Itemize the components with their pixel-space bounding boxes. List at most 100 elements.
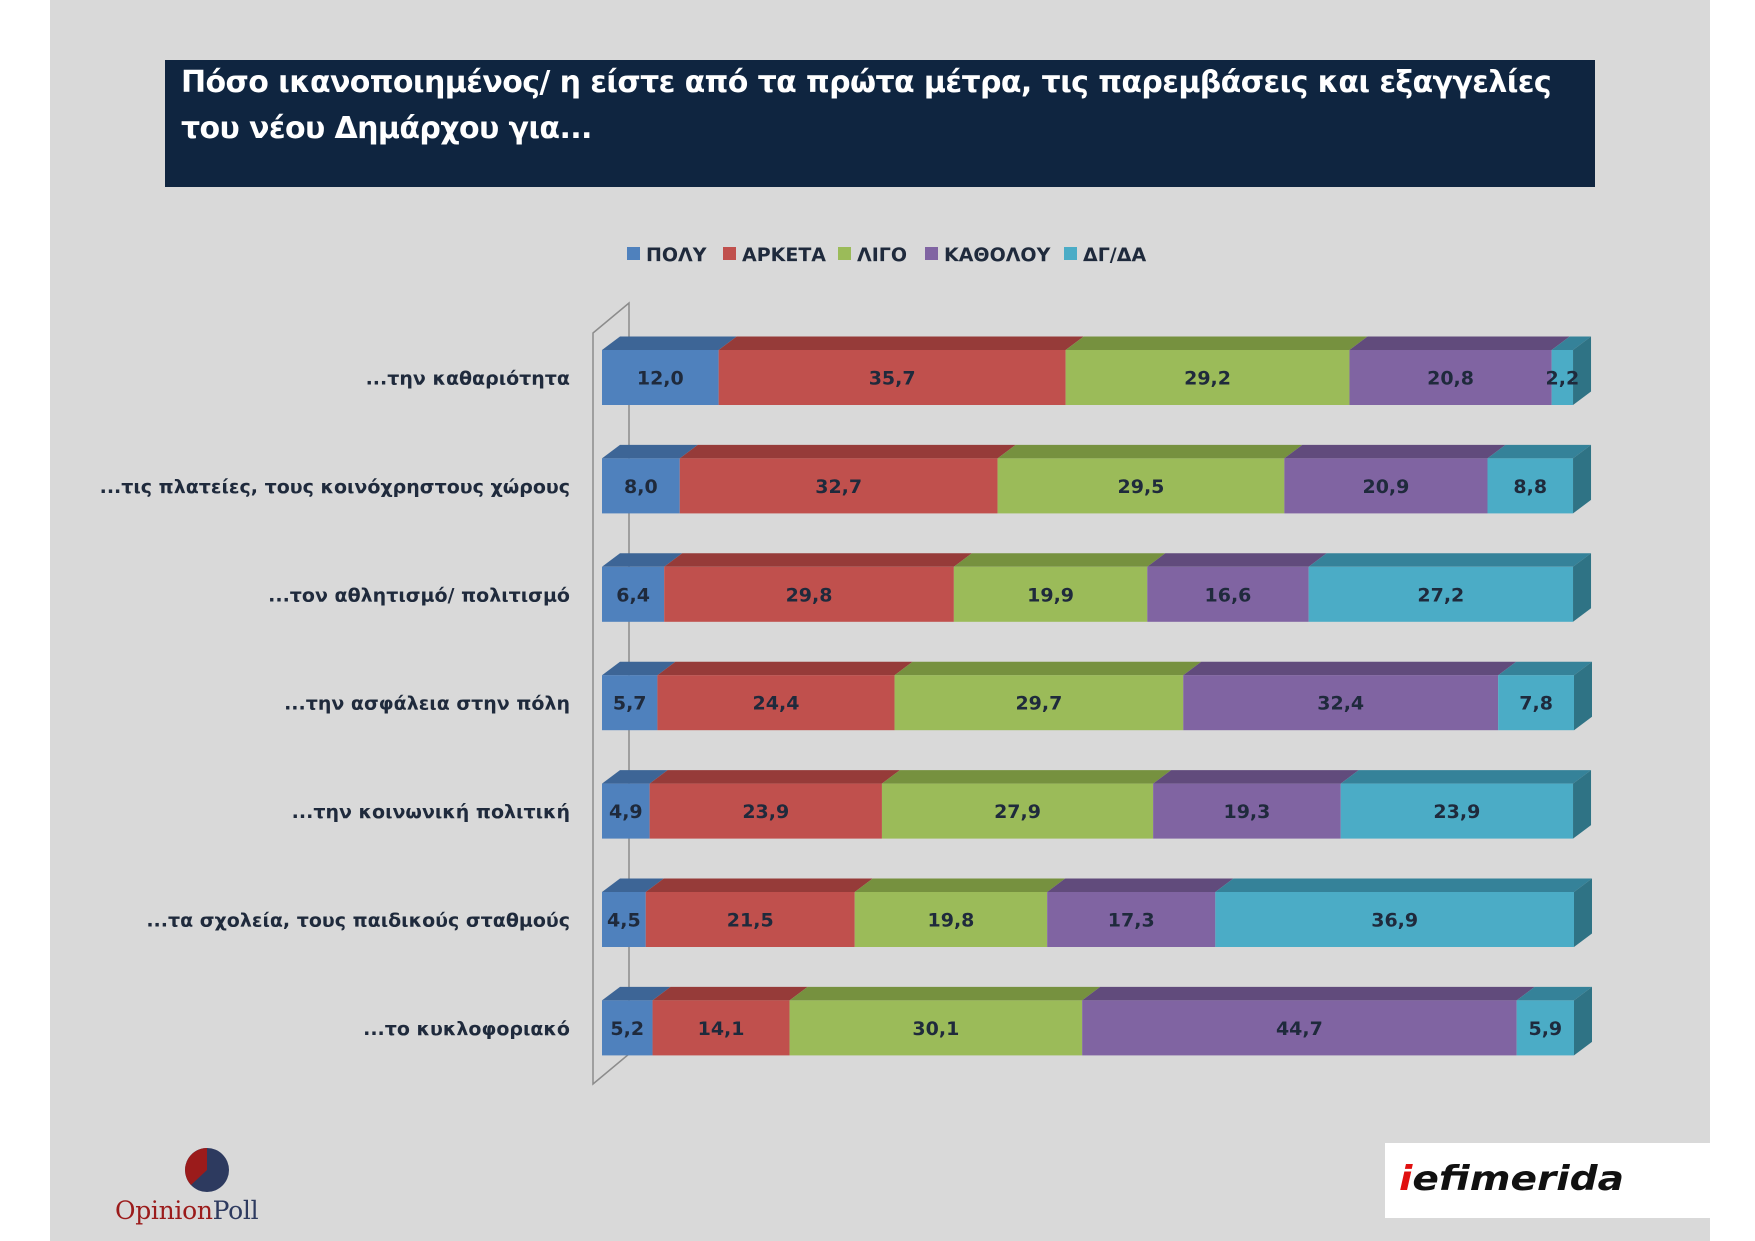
bar-top-7-4: [1082, 986, 1535, 1001]
value-label-3-5: 27,2: [1417, 584, 1464, 606]
bar-segment-7-4: [1082, 1000, 1517, 1056]
bar-top-1-4: [1349, 336, 1570, 350]
bar-top-4-4: [1183, 661, 1517, 676]
value-label-7-4: 44,7: [1276, 1018, 1323, 1040]
bar-segment-7-2: [652, 1000, 790, 1056]
bar-segment-5-4: [1153, 783, 1341, 839]
bar-top-4-5: [1498, 661, 1592, 676]
bar-top-1-3: [1065, 336, 1368, 350]
category-label-6: ...τα σχολεία, τους παιδικούς σταθμούς: [146, 910, 570, 932]
value-label-6-5: 36,9: [1371, 910, 1418, 932]
bar-top-4-3: [894, 661, 1202, 676]
value-label-3-1: 6,4: [616, 584, 650, 606]
bar-segment-2-3: [997, 458, 1285, 514]
bar-segment-6-1: [602, 892, 646, 947]
value-label-5-2: 23,9: [742, 801, 789, 823]
value-label-3-3: 19,9: [1027, 584, 1074, 606]
value-labels: 12,0 35,7 29,2 20,8 2,2 8,0 32,7 29,5 20,9 8,8 6,4…: [607, 368, 1579, 1040]
category-label-7: ...το κυκλοφοριακό: [363, 1018, 570, 1040]
bar-top-2-3: [997, 444, 1303, 459]
legend-swatch-3: [838, 247, 851, 260]
value-label-2-5: 8,8: [1513, 476, 1547, 498]
bar-side-3: [1573, 553, 1592, 622]
bar-top-7-1: [602, 986, 671, 1001]
category-label-1: ...την καθαριότητα: [366, 368, 570, 390]
bar-top-3-5: [1308, 553, 1592, 567]
value-label-5-3: 27,9: [994, 801, 1041, 823]
bar-top-6-5: [1215, 878, 1592, 892]
value-label-4-3: 29,7: [1015, 693, 1062, 715]
legend-label-2: ΑΡΚΕΤΑ: [742, 244, 826, 266]
opinionpoll-logo-mark: [180, 1145, 230, 1195]
bar-segment-4-2: [657, 675, 895, 731]
legend-swatch-4: [925, 247, 938, 260]
bar-side-2: [1573, 444, 1592, 514]
logo-word-efimerida: efimerida: [1412, 1159, 1625, 1199]
bar-segment-3-1: [602, 566, 665, 622]
bar-segment-1-5: [1551, 350, 1574, 405]
bar-segment-1-3: [1065, 350, 1350, 405]
logo-letter-i: i: [1399, 1159, 1413, 1199]
legend-swatch-2: [723, 247, 736, 260]
bar-segment-7-3: [789, 1000, 1083, 1056]
category-label-4: ...την ασφάλεια στην πόλη: [284, 693, 570, 715]
logo-word-poll: Poll: [212, 1196, 259, 1225]
value-label-2-3: 29,5: [1118, 476, 1165, 498]
bar-segment-6-3: [854, 892, 1048, 947]
bar-segment-3-4: [1147, 566, 1309, 622]
bar-top-6-1: [602, 878, 664, 892]
category-label-2: ...τις πλατείες, τους κοινόχρηστους χώρο…: [100, 476, 570, 498]
value-label-2-1: 8,0: [624, 476, 658, 498]
bar-segment-6-2: [645, 892, 855, 947]
value-label-7-2: 14,1: [698, 1018, 745, 1040]
value-label-1-3: 29,2: [1184, 368, 1231, 390]
bar-top-5-3: [881, 770, 1172, 784]
value-label-6-3: 19,8: [928, 910, 975, 932]
bar-segment-2-2: [679, 458, 998, 514]
bar-segments: [602, 336, 1592, 1056]
iefimerida-logo-text: iefimerida: [1399, 1153, 1624, 1205]
legend-swatch-1: [627, 247, 640, 260]
value-label-6-1: 4,5: [607, 910, 641, 932]
legend-label-1: ΠΟΛΥ: [646, 244, 707, 266]
value-label-1-2: 35,7: [869, 368, 916, 390]
bar-segment-1-4: [1349, 350, 1552, 405]
bar-top-1-1: [602, 336, 737, 350]
bar-side-6: [1574, 878, 1592, 947]
chart-legend: ΠΟΛΥ ΑΡΚΕΤΑ ΛΙΓΟ ΚΑΘΟΛΟΥ ΔΓ/ΔΑ: [627, 244, 1146, 266]
bar-segment-5-2: [649, 783, 882, 839]
bar-top-6-4: [1047, 878, 1234, 892]
bar-segment-4-5: [1498, 675, 1574, 731]
bar-side-1: [1573, 336, 1592, 405]
bar-top-3-3: [953, 553, 1166, 567]
bar-segment-7-1: [602, 1000, 653, 1056]
iefimerida-logo: iefimerida: [1385, 1143, 1713, 1218]
bar-top-7-5: [1516, 986, 1592, 1001]
bar-segment-4-3: [894, 675, 1184, 731]
bar-segment-6-4: [1047, 892, 1216, 947]
bar-top-5-2: [649, 770, 900, 784]
value-label-4-4: 32,4: [1317, 693, 1364, 715]
bar-side-7: [1574, 986, 1592, 1056]
value-label-3-2: 29,8: [786, 584, 833, 606]
bar-top-1-5: [1551, 336, 1592, 350]
bar-top-5-1: [602, 770, 668, 784]
value-label-2-2: 32,7: [815, 476, 862, 498]
value-label-5-1: 4,9: [609, 801, 643, 823]
bar-top-2-4: [1284, 444, 1506, 459]
value-label-6-2: 21,5: [727, 910, 774, 932]
bar-segment-7-5: [1516, 1000, 1574, 1056]
bar-segment-4-4: [1183, 675, 1499, 731]
bar-segment-3-2: [664, 566, 954, 622]
bar-top-2-2: [679, 444, 1016, 459]
bar-segment-5-1: [602, 783, 650, 839]
legend-label-4: ΚΑΘΟΛΟΥ: [944, 244, 1051, 266]
chart-title: Πόσο ικανοποιημένος/ η είστε από τα πρώτ…: [181, 65, 1552, 146]
legend-label-5: ΔΓ/ΔΑ: [1083, 244, 1146, 266]
value-label-4-5: 7,8: [1519, 693, 1553, 715]
bar-top-7-3: [789, 986, 1101, 1001]
bar-top-3-1: [602, 553, 683, 567]
category-label-3: ...τον αθλητισμό/ πολιτισμό: [268, 584, 570, 606]
value-label-1-5: 2,2: [1546, 368, 1580, 390]
bar-segment-6-5: [1215, 892, 1574, 947]
